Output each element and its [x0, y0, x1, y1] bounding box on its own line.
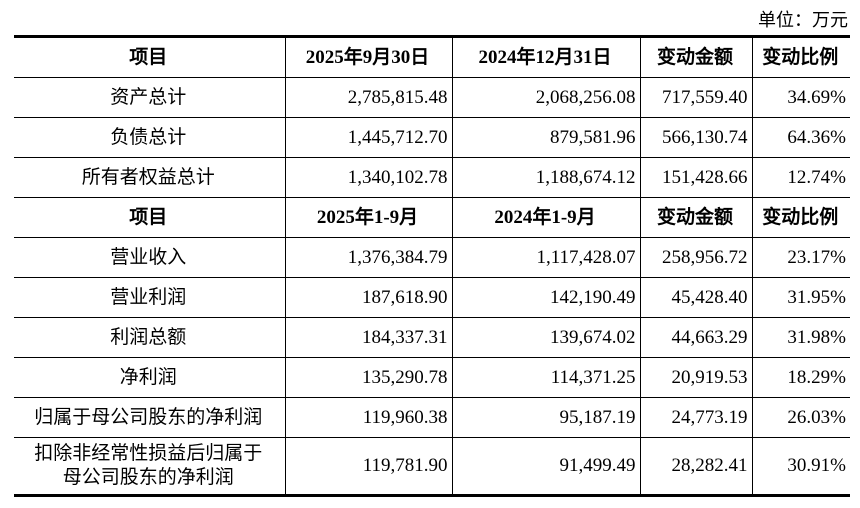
table-body: 项目 2025年9月30日 2024年12月31日 变动金额 变动比例 资产总计 2,785… — [14, 36, 850, 496]
value-cell: 23.17% — [751, 237, 850, 278]
table-row: 资产总计 2,785,815.48 2,068,256.08 717,559.40 34… — [14, 77, 850, 118]
value-cell: 1,188,674.12 — [451, 157, 641, 198]
row-label: 资产总计 — [14, 77, 286, 118]
table-row: 营业收入 1,376,384.79 1,117,428.07 258,956.72 23… — [14, 237, 850, 278]
value-cell: 717,559.40 — [639, 77, 753, 118]
row-label: 营业收入 — [14, 237, 286, 278]
value-cell: 139,674.02 — [451, 317, 641, 358]
value-cell: 31.98% — [751, 317, 850, 358]
value-cell: 45,428.40 — [639, 277, 753, 318]
header-cell: 变动金额 — [639, 36, 753, 78]
value-cell: 119,960.38 — [284, 397, 453, 438]
value-cell: 879,581.96 — [451, 117, 641, 158]
row-label: 利润总额 — [14, 317, 286, 358]
value-cell: 1,445,712.70 — [284, 117, 453, 158]
data-table: 项目 2025年9月30日 2024年12月31日 变动金额 变动比例 资产总计 2,785… — [14, 35, 850, 497]
value-cell: 119,781.90 — [284, 437, 453, 496]
value-cell: 12.74% — [751, 157, 850, 198]
value-cell: 20,919.53 — [639, 357, 753, 398]
row-label: 扣除非经常性损益后归属于 母公司股东的净利润 — [14, 437, 286, 496]
row-label: 营业利润 — [14, 277, 286, 318]
value-cell: 26.03% — [751, 397, 850, 438]
value-cell: 18.29% — [751, 357, 850, 398]
value-cell: 187,618.90 — [284, 277, 453, 318]
value-cell: 1,340,102.78 — [284, 157, 453, 198]
value-cell: 114,371.25 — [451, 357, 641, 398]
table-row: 归属于母公司股东的净利润 119,960.38 95,187.19 24,773.19… — [14, 397, 850, 438]
table-row: 所有者权益总计 1,340,102.78 1,188,674.12 151,428.6… — [14, 157, 850, 198]
row-label: 所有者权益总计 — [14, 157, 286, 198]
table-row: 扣除非经常性损益后归属于 母公司股东的净利润 119,781.90 91,499.4… — [14, 437, 850, 496]
header-cell: 变动金额 — [639, 197, 753, 238]
header-cell: 变动比例 — [751, 36, 850, 78]
table-row: 负债总计 1,445,712.70 879,581.96 566,130.74 64.3… — [14, 117, 850, 158]
value-cell: 151,428.66 — [639, 157, 753, 198]
value-cell: 28,282.41 — [639, 437, 753, 496]
value-cell: 1,117,428.07 — [451, 237, 641, 278]
header-row: 项目 2025年1-9月 2024年1-9月 变动金额 变动比例 — [14, 197, 850, 238]
value-cell: 30.91% — [751, 437, 850, 496]
value-cell: 34.69% — [751, 77, 850, 118]
value-cell: 95,187.19 — [451, 397, 641, 438]
value-cell: 142,190.49 — [451, 277, 641, 318]
value-cell: 44,663.29 — [639, 317, 753, 358]
value-cell: 258,956.72 — [639, 237, 753, 278]
table-row: 净利润 135,290.78 114,371.25 20,919.53 18.29% — [14, 357, 850, 398]
table-row: 利润总额 184,337.31 139,674.02 44,663.29 31.98% — [14, 317, 850, 358]
header-cell: 变动比例 — [751, 197, 850, 238]
value-cell: 135,290.78 — [284, 357, 453, 398]
header-cell: 2024年1-9月 — [451, 197, 641, 238]
table-row: 营业利润 187,618.90 142,190.49 45,428.40 31.95% — [14, 277, 850, 318]
header-cell: 项目 — [14, 36, 286, 78]
value-cell: 2,068,256.08 — [451, 77, 641, 118]
value-cell: 91,499.49 — [451, 437, 641, 496]
header-cell: 2025年1-9月 — [284, 197, 453, 238]
value-cell: 31.95% — [751, 277, 850, 318]
row-label: 负债总计 — [14, 117, 286, 158]
value-cell: 64.36% — [751, 117, 850, 158]
value-cell: 566,130.74 — [639, 117, 753, 158]
unit-label: 单位：万元 — [758, 10, 848, 30]
value-cell: 2,785,815.48 — [284, 77, 453, 118]
header-cell: 2025年9月30日 — [284, 36, 453, 78]
header-row: 项目 2025年9月30日 2024年12月31日 变动金额 变动比例 — [14, 36, 850, 78]
row-label: 归属于母公司股东的净利润 — [14, 397, 286, 438]
header-cell: 2024年12月31日 — [451, 36, 641, 78]
row-label: 净利润 — [14, 357, 286, 398]
value-cell: 24,773.19 — [639, 397, 753, 438]
header-cell: 项目 — [14, 197, 286, 238]
value-cell: 1,376,384.79 — [284, 237, 453, 278]
value-cell: 184,337.31 — [284, 317, 453, 358]
